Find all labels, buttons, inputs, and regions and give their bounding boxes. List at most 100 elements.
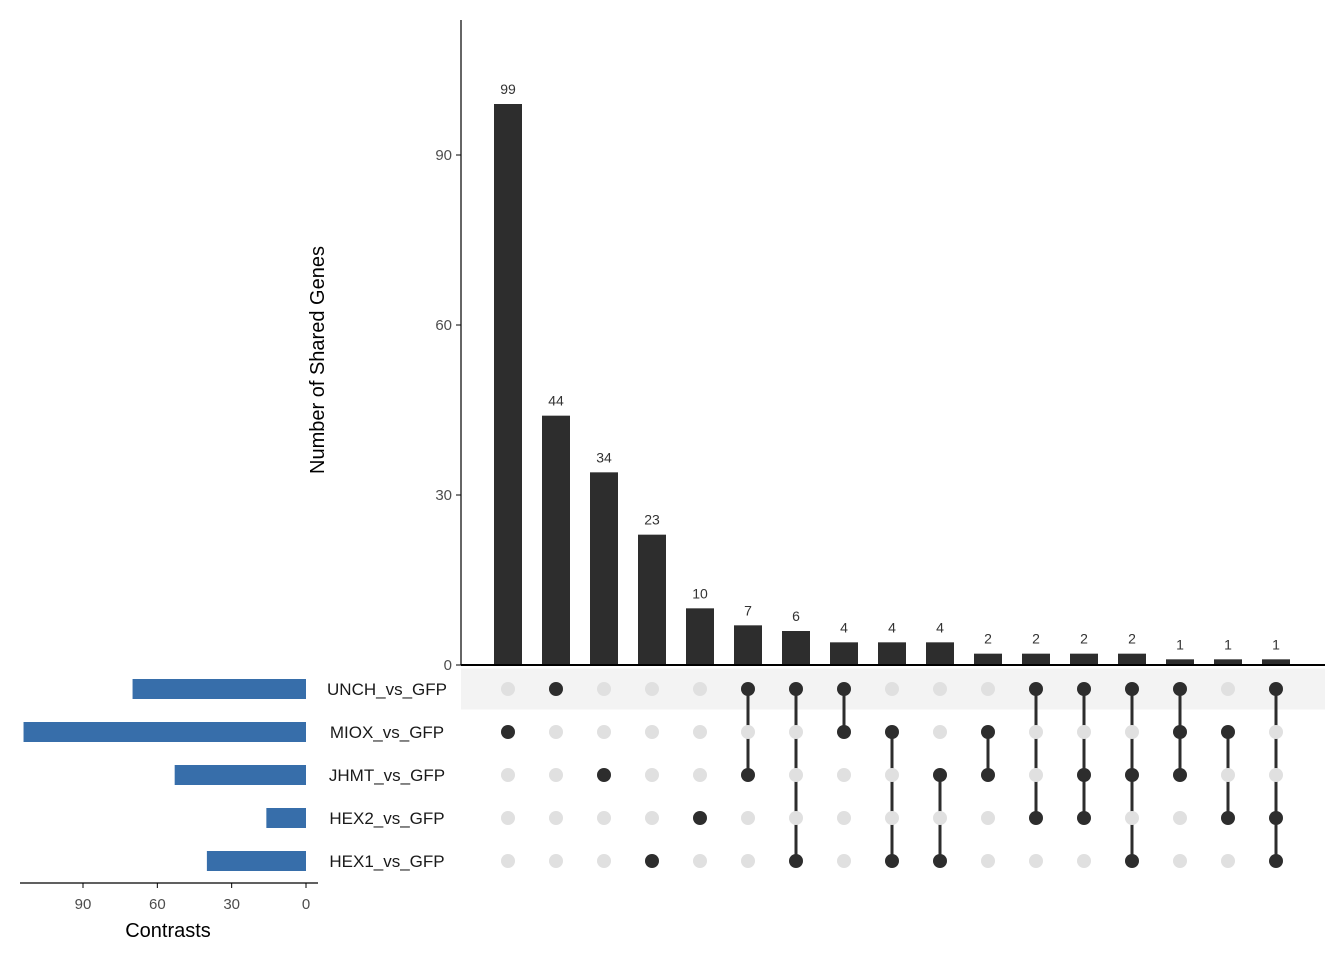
matrix-dot-inactive (837, 811, 851, 825)
matrix-dot-inactive (501, 768, 515, 782)
matrix-dot-inactive (645, 811, 659, 825)
matrix-dot-inactive (885, 768, 899, 782)
intersection-bar (734, 625, 762, 665)
matrix-dot-active (645, 854, 659, 868)
set-size-axis-title: Contrasts (125, 920, 211, 942)
set-size-tick-label: 60 (149, 896, 166, 913)
matrix-dot-inactive (1029, 725, 1043, 739)
set-label: MIOX_vs_GFP (330, 723, 444, 742)
intersection-bar-value: 4 (936, 619, 944, 635)
y-tick-label: 0 (444, 657, 452, 674)
set-labels: UNCH_vs_GFP MIOX_vs_GFP JHMT_vs_GFP HEX2_vs… (327, 680, 447, 871)
matrix-dot-active (1269, 682, 1283, 696)
matrix-dot-active (1221, 725, 1235, 739)
intersection-bar (878, 642, 906, 665)
matrix-dot-active (1077, 768, 1091, 782)
intersection-bar (1022, 653, 1050, 665)
matrix-dot-active (1029, 682, 1043, 696)
matrix-dot-active (1125, 768, 1139, 782)
matrix-dot-inactive (885, 682, 899, 696)
intersection-bar-value: 6 (792, 608, 800, 624)
matrix-dot-active (933, 768, 947, 782)
set-size-bar (132, 679, 306, 699)
matrix-dot-inactive (549, 811, 563, 825)
matrix-dot-active (837, 682, 851, 696)
matrix-dot-active (1125, 682, 1139, 696)
intersection-matrix (501, 682, 1283, 868)
matrix-dot-active (1269, 854, 1283, 868)
matrix-dot-inactive (837, 768, 851, 782)
set-size-bar (266, 808, 306, 828)
intersection-bar (638, 534, 666, 665)
set-label: UNCH_vs_GFP (327, 680, 447, 699)
matrix-dot-inactive (645, 682, 659, 696)
matrix-dot-inactive (597, 811, 611, 825)
matrix-dot-active (1173, 768, 1187, 782)
intersection-bar-value: 1 (1272, 636, 1280, 652)
matrix-dot-inactive (645, 725, 659, 739)
matrix-dot-active (981, 768, 995, 782)
intersection-bars (494, 104, 1290, 665)
matrix-dot-inactive (501, 682, 515, 696)
matrix-dot-inactive (1269, 768, 1283, 782)
matrix-dot-inactive (1077, 854, 1091, 868)
matrix-dot-inactive (645, 768, 659, 782)
intersection-bar (1070, 653, 1098, 665)
intersection-bar (926, 642, 954, 665)
matrix-dot-inactive (837, 854, 851, 868)
matrix-dot-inactive (981, 682, 995, 696)
matrix-dot-inactive (1221, 854, 1235, 868)
matrix-dot-inactive (1125, 811, 1139, 825)
intersection-bar-value: 1 (1176, 636, 1184, 652)
matrix-dot-inactive (933, 682, 947, 696)
set-size-tick-label: 30 (223, 896, 240, 913)
matrix-dot-inactive (1221, 768, 1235, 782)
intersection-bar (1262, 659, 1290, 665)
matrix-dot-inactive (1221, 682, 1235, 696)
intersection-bar (590, 472, 618, 665)
matrix-dot-inactive (1029, 768, 1043, 782)
matrix-dot-inactive (693, 854, 707, 868)
matrix-dot-inactive (741, 854, 755, 868)
matrix-dot-active (1173, 682, 1187, 696)
matrix-dot-active (501, 725, 515, 739)
matrix-dot-inactive (549, 854, 563, 868)
intersection-bar-value: 23 (644, 512, 660, 528)
intersection-bar (542, 415, 570, 665)
set-label: JHMT_vs_GFP (329, 766, 445, 785)
matrix-dot-active (1269, 811, 1283, 825)
intersection-bar-value: 99 (500, 81, 516, 97)
matrix-dot-inactive (597, 682, 611, 696)
matrix-dot-inactive (741, 811, 755, 825)
intersection-bar-value: 2 (1080, 631, 1088, 647)
matrix-dot-active (1029, 811, 1043, 825)
matrix-dot-active (1221, 811, 1235, 825)
intersection-bar-value: 2 (1128, 631, 1136, 647)
matrix-dot-inactive (693, 725, 707, 739)
matrix-dot-inactive (501, 811, 515, 825)
set-size-tick-label: 90 (75, 896, 92, 913)
matrix-dot-inactive (1077, 725, 1091, 739)
matrix-dot-active (741, 682, 755, 696)
intersection-bar (686, 608, 714, 665)
intersection-bar (974, 653, 1002, 665)
set-size-bar (23, 722, 307, 742)
intersection-bar-value: 4 (840, 619, 848, 635)
y-tick-label: 90 (435, 147, 452, 164)
matrix-dot-inactive (933, 725, 947, 739)
matrix-dot-active (1173, 725, 1187, 739)
set-size-bars (23, 679, 307, 871)
matrix-dot-inactive (549, 725, 563, 739)
matrix-dot-inactive (1173, 854, 1187, 868)
intersection-bar-value: 2 (1032, 631, 1040, 647)
intersection-bar-value: 4 (888, 619, 896, 635)
set-size-tick-label: 0 (302, 896, 310, 913)
intersection-bar (830, 642, 858, 665)
intersection-bar-value: 44 (548, 393, 564, 409)
matrix-dot-inactive (885, 811, 899, 825)
intersection-bar (1166, 659, 1194, 665)
intersection-bar (1214, 659, 1242, 665)
matrix-dot-active (933, 854, 947, 868)
